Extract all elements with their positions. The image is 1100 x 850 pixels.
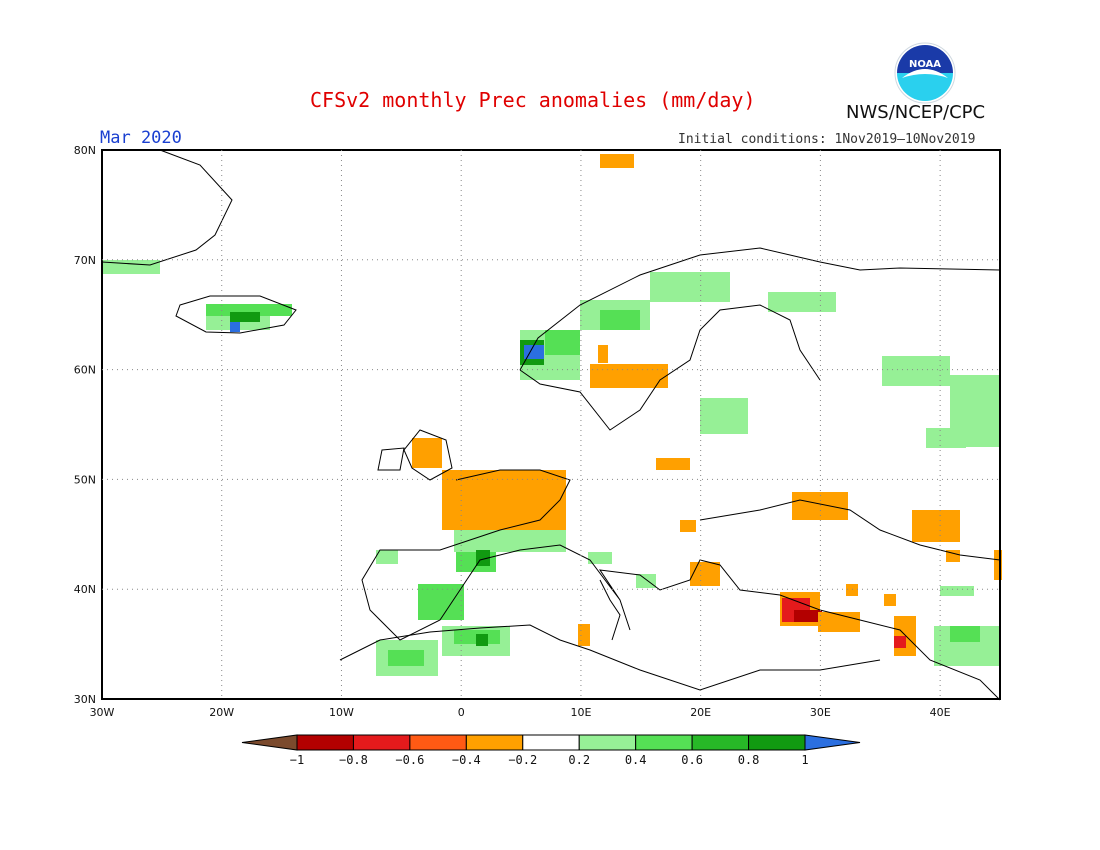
- colorbar-tick-label: −0.4: [452, 753, 481, 767]
- cell-turkey-2: [846, 584, 858, 596]
- lon-tick-label: 0: [458, 706, 465, 719]
- cell-italy: [588, 552, 612, 564]
- colorbar-box: [465, 734, 524, 751]
- cell-iceland-blue: [230, 322, 240, 332]
- cell-iceland-n: [206, 304, 292, 316]
- coast-med-north: [361, 469, 1001, 701]
- coastlines: [101, 149, 1001, 701]
- colorbar-box: [409, 734, 467, 751]
- cell-norway-n2: [600, 310, 640, 330]
- cell-poland: [656, 458, 690, 470]
- lon-tick-label: 10W: [329, 706, 354, 719]
- colorbar-tick-label: 1: [801, 753, 808, 767]
- colorbar-tick-label: 0.8: [738, 753, 760, 767]
- colorbar-box: [635, 734, 693, 751]
- colorbar-box: [748, 734, 806, 751]
- colorbar: −1 −0.8 −0.6 −0.4 −0.2 0.2 0.4 0.6 0.8 1: [241, 734, 861, 767]
- gridlines: [102, 150, 1000, 699]
- cell-iceland-dark: [230, 312, 260, 322]
- coast-africa: [339, 624, 881, 691]
- lat-tick-label: 40N: [74, 583, 96, 596]
- cell-sweden: [590, 364, 668, 388]
- lat-tick-label: 50N: [74, 473, 96, 486]
- colorbar-box: [578, 734, 637, 751]
- cell-pyrenees: [454, 530, 566, 552]
- lon-tick-label: 30E: [810, 706, 831, 719]
- lon-tick-label: 30W: [90, 706, 115, 719]
- coast-blacksea: [699, 499, 1001, 561]
- colorbar-tick-label: −0.8: [339, 753, 368, 767]
- coast-baltic: [519, 304, 821, 431]
- cell-turkey-3: [884, 594, 896, 606]
- lon-labels: 30W 20W 10W 0 10E 20E 30E 40E: [90, 706, 951, 719]
- coast-greenland: [101, 149, 233, 266]
- cell-iran-n: [940, 586, 974, 596]
- cell-norway-arctic: [650, 272, 730, 302]
- cell-russia-s: [926, 428, 966, 448]
- anomaly-cells: [102, 154, 1002, 676]
- lat-tick-label: 30N: [74, 693, 96, 706]
- cell-norway-blue: [524, 345, 544, 359]
- lat-labels: 30N 40N 50N 60N 70N 80N: [74, 144, 96, 706]
- lat-tick-label: 70N: [74, 254, 96, 267]
- coast-scandinavia-n: [519, 247, 1001, 371]
- cell-tunisia: [578, 624, 590, 646]
- cell-morocco-2: [388, 650, 424, 666]
- colorbar-tick-label: 0.4: [625, 753, 647, 767]
- cell-greece: [690, 562, 720, 586]
- cell-russia-n: [882, 356, 950, 386]
- cell-svalbard: [600, 154, 634, 168]
- frame-border: [101, 149, 1001, 700]
- cell-balkan: [680, 520, 696, 532]
- cell-france: [442, 470, 566, 530]
- colorbar-box: [691, 734, 750, 751]
- cell-iberia-dark: [476, 550, 490, 566]
- cell-syria-red: [894, 636, 906, 648]
- colorbar-tick-label: −1: [290, 753, 304, 767]
- cell-caucasus: [912, 510, 960, 542]
- colorbar-tick-label: −0.6: [395, 753, 424, 767]
- lat-tick-label: 80N: [74, 144, 96, 157]
- cell-iraq-2: [950, 626, 980, 642]
- colorbar-box: [522, 734, 580, 751]
- cell-greenland: [102, 260, 160, 274]
- initial-conditions: Initial conditions: 1Nov2019–10Nov2019: [678, 132, 976, 147]
- cell-sweden-2: [598, 345, 608, 363]
- cell-finland: [768, 292, 836, 312]
- colorbar-arrow-high: [804, 734, 861, 751]
- cell-caucasus-2: [946, 550, 960, 562]
- cell-adriatic: [636, 574, 656, 588]
- coast-italy: [599, 579, 621, 641]
- colorbar-arrow-low: [241, 734, 298, 751]
- noaa-logo-icon: NOAA: [894, 42, 956, 104]
- cell-aegean-dark: [794, 610, 822, 622]
- cell-baltic: [700, 398, 748, 434]
- colorbar-tick-label: 0.6: [681, 753, 703, 767]
- cell-iberia-w: [376, 550, 398, 564]
- lat-tick-label: 60N: [74, 364, 96, 377]
- cell-caspian: [994, 550, 1002, 580]
- colorbar-tick-label: −0.2: [508, 753, 537, 767]
- cell-norway-mid: [545, 330, 580, 355]
- map-frame: 30W 20W 10W 0 10E 20E 30E 40E 30N 40N 50N 60N 70N 80…: [74, 144, 1001, 719]
- cell-england: [412, 438, 442, 468]
- lon-tick-label: 40E: [930, 706, 951, 719]
- colorbar-box: [296, 734, 354, 751]
- colorbar-box: [352, 734, 411, 751]
- lon-tick-label: 20E: [690, 706, 711, 719]
- cell-algeria-dark: [476, 634, 488, 646]
- cell-iberia-s: [418, 584, 464, 620]
- colorbar-tick-label: 0.2: [568, 753, 590, 767]
- coast-ireland: [377, 447, 405, 471]
- chart-title: CFSv2 monthly Prec anomalies (mm/day): [310, 88, 756, 112]
- agency-label: NWS/NCEP/CPC: [846, 102, 986, 123]
- lon-tick-label: 20W: [209, 706, 234, 719]
- lon-tick-label: 10E: [570, 706, 591, 719]
- coast-iceland: [175, 295, 297, 334]
- forecast-month: Mar 2020: [100, 128, 182, 148]
- logo-text: NOAA: [909, 59, 941, 70]
